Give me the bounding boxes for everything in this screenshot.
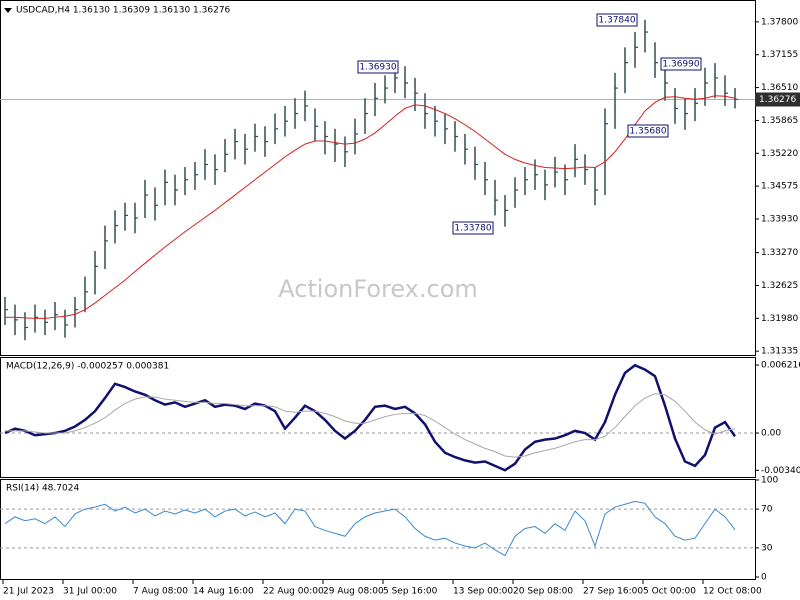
x-tick-label: 21 Jul 2023 — [3, 587, 54, 597]
x-tick-label: 13 Sep 00:00 — [453, 587, 513, 597]
x-tick-label: 22 Aug 00:00 — [263, 587, 324, 597]
x-tick-label: 31 Jul 00:00 — [63, 587, 117, 597]
y-tick-label: 1.33270 — [761, 248, 798, 258]
y-tick-label: 1.34575 — [761, 182, 798, 192]
annotation-box — [452, 221, 494, 235]
annotation-box — [627, 124, 669, 138]
y-tick-label: 0 — [761, 573, 767, 583]
macd-frame — [0, 357, 756, 478]
current-price-box — [755, 92, 800, 107]
y-tick-label: 1.36510 — [761, 83, 798, 93]
current-price-label: 1.36276 — [759, 95, 796, 105]
annotation: 1.36990 — [662, 60, 699, 70]
indicator-line — [5, 393, 736, 458]
annotation: 1.35680 — [629, 127, 666, 137]
y-tick-label: 100 — [761, 476, 778, 486]
y-tick-label: 30 — [761, 543, 773, 553]
watermark: ActionForex.com — [278, 275, 478, 303]
y-tick-label: 1.31980 — [761, 314, 798, 324]
y-tick-label: 1.31335 — [761, 347, 798, 357]
annotation-box — [357, 60, 399, 74]
annotation-box — [660, 57, 702, 71]
x-tick-label: 14 Aug 16:00 — [193, 587, 254, 597]
indicator-line — [4, 363, 737, 472]
y-tick-label: 70 — [761, 505, 773, 515]
indicator-line — [4, 500, 736, 557]
y-tick-label: 0.00 — [761, 429, 781, 439]
y-tick-label: 1.37800 — [761, 17, 798, 27]
annotation: 1.37840 — [598, 16, 635, 26]
annotation: 1.36930 — [359, 63, 396, 73]
y-tick-label: -0.003407 — [761, 466, 800, 476]
x-tick-label: 20 Sep 08:00 — [513, 587, 573, 597]
x-tick-label: 7 Aug 08:00 — [133, 587, 188, 597]
y-tick-label: 1.32625 — [761, 281, 798, 291]
x-tick-label: 5 Oct 00:00 — [643, 587, 696, 597]
chart-title: USDCAD,H4 1.36130 1.36309 1.36130 1.3627… — [16, 6, 231, 16]
symbol-marker — [4, 8, 12, 13]
y-tick-label: 0.006216 — [761, 361, 800, 371]
annotation: 1.33780 — [454, 224, 491, 234]
x-tick-label: 12 Oct 08:00 — [703, 587, 762, 597]
indicator-title: MACD(12,26,9) -0.000257 0.000381 — [6, 362, 169, 372]
y-tick-label: 1.35220 — [761, 149, 798, 159]
x-tick-label: 5 Sep 16:00 — [383, 587, 438, 597]
y-tick-label: 1.33930 — [761, 214, 798, 224]
indicator-title: RSI(14) 48.7024 — [6, 484, 79, 494]
y-tick-label: 1.35865 — [761, 116, 798, 126]
moving-average — [5, 95, 736, 319]
annotation-box — [596, 13, 638, 27]
x-tick-label: 29 Aug 08:00 — [323, 587, 384, 597]
rsi-frame — [0, 479, 756, 580]
price-frame — [0, 0, 756, 356]
x-tick-label: 27 Sep 16:00 — [583, 587, 643, 597]
y-tick-label: 1.37155 — [761, 50, 798, 60]
